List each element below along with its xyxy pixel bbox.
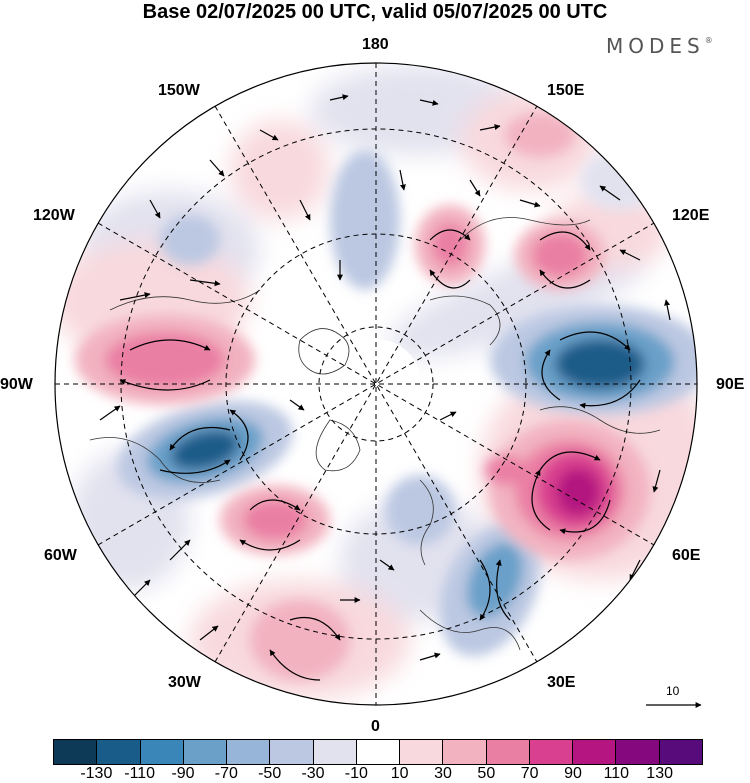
colorbar-swatch <box>226 739 270 765</box>
map-title: Base 02/07/2025 00 UTC, valid 05/07/2025… <box>142 1 608 23</box>
longitude-label-0: 0 <box>371 718 380 735</box>
colorbar-swatch <box>312 739 356 765</box>
longitude-label-150e: 150E <box>547 82 585 99</box>
colorbar-tick-label: 70 <box>520 765 539 782</box>
colorbar-swatch <box>182 739 227 765</box>
colorbar-tick-label: -30 <box>301 765 325 782</box>
colorbar-swatch <box>528 739 573 765</box>
colorbar-swatch <box>615 739 659 765</box>
colorbar-tick-label: 130 <box>646 765 673 782</box>
colorbar-tick-label: -10 <box>344 765 368 782</box>
colorbar-swatch <box>442 739 486 765</box>
coastlines <box>89 217 661 651</box>
longitude-label-90w: 90W <box>0 376 33 393</box>
colorbar-swatch <box>658 739 703 765</box>
colorbar-swatch <box>96 739 140 765</box>
graticule <box>55 63 697 705</box>
colorbar-tick-label: -90 <box>171 765 195 782</box>
longitude-label-120w: 120W <box>33 207 75 224</box>
colorbar <box>53 739 703 765</box>
colorbar-swatch <box>53 739 97 765</box>
colorbar-swatch <box>139 739 183 765</box>
brand-name: MODES <box>606 34 705 58</box>
colorbar-swatch <box>485 739 529 765</box>
colorbar-tick-label: -70 <box>214 765 238 782</box>
colorbar-tick-label: -50 <box>258 765 282 782</box>
longitude-label-120e: 120E <box>672 207 710 224</box>
positive-anomalies <box>75 113 650 680</box>
colorbar-tick-label: -130 <box>80 765 113 782</box>
anomaly-field <box>55 63 697 705</box>
colorbar-swatch <box>269 739 313 765</box>
longitude-label-180: 180 <box>362 36 389 53</box>
longitude-label-30e: 30E <box>547 674 576 691</box>
longitude-label-60e: 60E <box>672 547 701 564</box>
longitude-label-60w: 60W <box>44 547 77 564</box>
colorbar-tick-label: 50 <box>477 765 496 782</box>
colorbar-tick-labels: -130 -110 -90 -70 -50 -30 -10 10 30 50 70 90 110 130 <box>0 765 750 783</box>
longitude-label-150w: 150W <box>158 82 200 99</box>
colorbar-tick-label: 90 <box>564 765 582 782</box>
longitude-label-90e: 90E <box>716 376 745 393</box>
colorbar-swatch <box>355 739 400 765</box>
colorbar-tick-label: 10 <box>390 765 409 782</box>
colorbar-swatch <box>399 739 443 765</box>
modes-logo: MODES® <box>606 34 713 58</box>
colorbar-swatch <box>572 739 616 765</box>
map-boundary <box>54 62 698 706</box>
reference-vector-label: 10 <box>666 684 680 698</box>
colorbar-tick-label: 30 <box>434 765 452 782</box>
registered-mark: ® <box>704 36 713 45</box>
longitude-label-30w: 30W <box>168 674 201 691</box>
colorbar-tick-label: 110 <box>603 765 630 782</box>
colorbar-tick-label: -110 <box>124 765 156 782</box>
